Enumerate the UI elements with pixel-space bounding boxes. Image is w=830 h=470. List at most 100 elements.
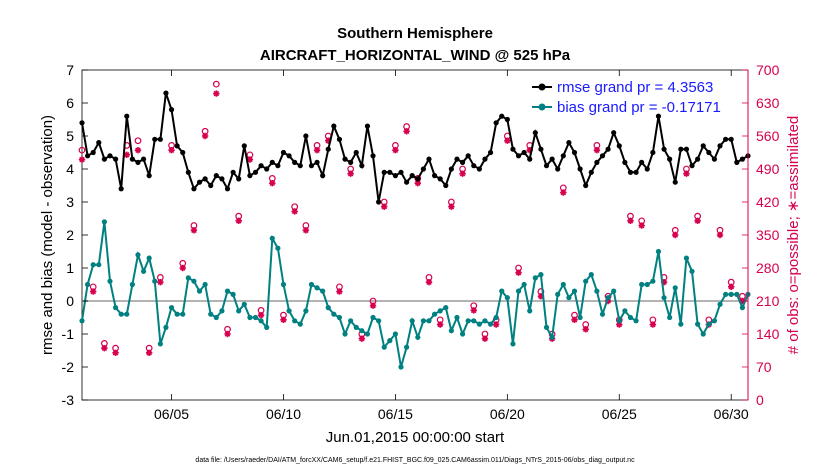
- bias-series-point: [202, 281, 208, 288]
- bias-series-point: [706, 321, 712, 327]
- legend-rmse-label: rmse grand pr = 4.3563: [557, 79, 713, 96]
- rmse-series-point: [303, 133, 309, 139]
- obs-assimilated-marker: [470, 307, 477, 314]
- rmse-series-point: [650, 149, 656, 156]
- bias-series-point: [566, 295, 572, 301]
- obs-assimilated-marker: [604, 297, 612, 305]
- bias-series-point: [392, 331, 399, 337]
- series-group: [79, 90, 751, 370]
- bias-series-point: [348, 318, 354, 324]
- bias-series-point: [387, 338, 393, 344]
- rmse-series-point: [471, 163, 477, 169]
- rmse-series-point: [543, 163, 550, 169]
- rmse-series-point: [157, 136, 163, 142]
- rmse-series-point: [521, 149, 527, 156]
- right-tick-label: 630: [756, 95, 780, 111]
- bias-series-point: [443, 305, 449, 311]
- obs-assimilated-marker: [459, 170, 466, 177]
- obs-assimilated-marker: [145, 349, 153, 357]
- bias-series-point: [689, 268, 695, 274]
- bias-series-point: [672, 285, 678, 291]
- rmse-series-point: [112, 156, 119, 162]
- bias-series-point: [543, 324, 550, 330]
- rmse-series-point: [571, 149, 578, 156]
- rmse-series-point: [96, 140, 102, 146]
- bias-series-point: [101, 219, 107, 225]
- bias-series-point: [627, 314, 634, 321]
- rmse-series-point: [493, 120, 499, 126]
- bias-series-point: [616, 318, 622, 324]
- bias-series-point: [465, 318, 471, 324]
- bias-series-point: [185, 275, 191, 281]
- rmse-series-point: [415, 176, 421, 182]
- bias-series-point: [208, 311, 214, 317]
- bias-series-point: [521, 281, 527, 288]
- rmse-series-point: [454, 156, 460, 162]
- bias-series-point: [370, 314, 376, 321]
- obs-assimilated-marker: [336, 288, 343, 295]
- rmse-series-point: [672, 179, 678, 185]
- bias-series-point: [527, 308, 533, 314]
- obs-assimilated-marker: [369, 302, 377, 309]
- bias-series-point: [224, 288, 231, 294]
- rmse-series-point: [140, 156, 147, 162]
- rmse-series-point: [527, 156, 533, 162]
- rmse-series-point: [387, 169, 393, 175]
- rmse-series-point: [588, 169, 594, 175]
- rmse-series-point: [689, 163, 695, 169]
- x-tick-label: 06/20: [490, 406, 525, 422]
- rmse-series-point: [448, 166, 454, 172]
- rmse-series-point: [314, 159, 320, 165]
- bias-series-point: [476, 321, 482, 327]
- rmse-series-point: [555, 166, 561, 172]
- bias-series-point: [622, 308, 628, 314]
- bias-series-point: [180, 311, 186, 317]
- x-tick-label: 06/25: [602, 406, 637, 422]
- bias-series-point: [499, 288, 505, 294]
- obs-assimilated-marker: [381, 203, 388, 210]
- bias-series-point: [633, 318, 639, 324]
- bias-series-point: [286, 308, 292, 314]
- rmse-series-point: [124, 113, 130, 119]
- obs-assimilated-marker: [414, 179, 421, 187]
- rmse-series-point: [538, 146, 544, 152]
- rmse-series-point: [392, 173, 399, 179]
- obs-assimilated-marker: [112, 349, 119, 357]
- rmse-series-point: [224, 186, 231, 192]
- rmse-series-point: [247, 173, 253, 179]
- bias-series-point: [124, 311, 130, 317]
- bias-series-point: [667, 314, 673, 321]
- bias-series-point: [734, 291, 740, 297]
- rmse-series-point: [611, 130, 617, 136]
- obs-assimilated-marker: [302, 227, 310, 234]
- y-tick-label: 4: [66, 161, 74, 177]
- bias-series-point: [269, 235, 275, 241]
- legend-rmse-marker: [538, 83, 546, 91]
- bias-series-point: [258, 318, 264, 324]
- bias-series-point: [241, 301, 247, 307]
- right-tick-label: 140: [756, 326, 780, 342]
- rmse-series-point: [510, 146, 516, 152]
- rmse-series-point: [420, 166, 426, 172]
- bias-series-point: [588, 272, 594, 278]
- rmse-series-point: [723, 136, 729, 142]
- bias-series-point: [728, 291, 734, 297]
- bias-series-point: [292, 318, 298, 324]
- rmse-series-point: [152, 136, 158, 142]
- bias-series-point: [168, 305, 175, 311]
- bias-series-point: [320, 288, 326, 294]
- y-tick-label: 2: [66, 227, 74, 243]
- rmse-series-point: [336, 136, 343, 142]
- obs-assimilated-marker: [179, 264, 186, 272]
- bias-series-point: [560, 281, 566, 288]
- rmse-series-point: [353, 149, 359, 156]
- bias-series-point: [219, 308, 225, 314]
- obs-assimilated-marker: [694, 217, 701, 225]
- rmse-series-point: [678, 146, 684, 152]
- bias-series-point: [280, 281, 287, 288]
- bias-series-point: [152, 278, 158, 284]
- bias-series-point: [90, 262, 96, 268]
- bias-series-point: [723, 291, 729, 297]
- plot-area: [81, 69, 749, 401]
